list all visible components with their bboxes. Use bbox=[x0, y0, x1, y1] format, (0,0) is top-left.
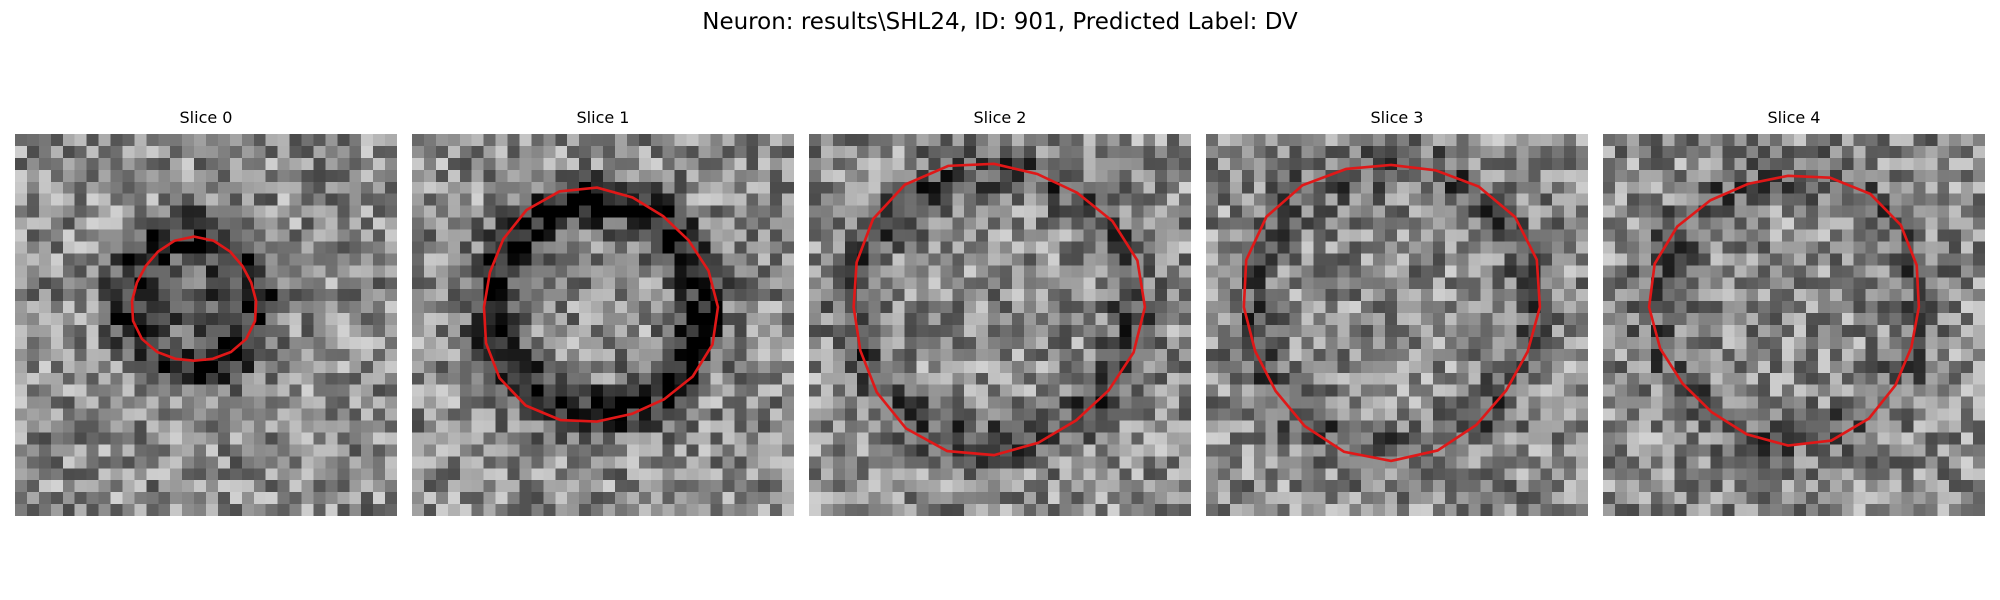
cell-contour-1 bbox=[482, 186, 720, 423]
cell-contour-3 bbox=[1242, 163, 1542, 463]
figure-title: Neuron: results\SHL24, ID: 901, Predicte… bbox=[702, 9, 1298, 35]
cell-contour-4 bbox=[1647, 174, 1921, 447]
slice-panel-0: Slice 0 bbox=[15, 108, 397, 520]
slice-image-2 bbox=[809, 134, 1191, 516]
slice-title-0: Slice 0 bbox=[179, 108, 233, 127]
slice-title-4: Slice 4 bbox=[1767, 108, 1821, 127]
slice-title-3: Slice 3 bbox=[1370, 108, 1424, 127]
slice-panel-3: Slice 3 bbox=[1206, 108, 1588, 520]
slice-image-4 bbox=[1603, 134, 1985, 516]
slice-title-2: Slice 2 bbox=[973, 108, 1027, 127]
slice-image-1 bbox=[412, 134, 794, 516]
slice-panel-1: Slice 1 bbox=[412, 108, 794, 520]
slice-title-1: Slice 1 bbox=[576, 108, 630, 127]
slice-panel-2: Slice 2 bbox=[809, 108, 1191, 520]
slice-image-0 bbox=[15, 134, 397, 516]
slice-panel-4: Slice 4 bbox=[1603, 108, 1985, 520]
slice-image-3 bbox=[1206, 134, 1588, 516]
cell-contour-2 bbox=[852, 162, 1147, 457]
cell-contour-0 bbox=[130, 235, 258, 363]
